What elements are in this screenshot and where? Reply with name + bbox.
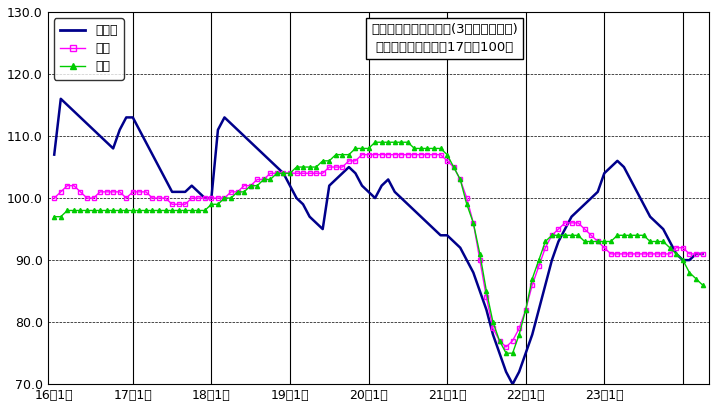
Text: 鉱工業生産指数の推移(3ヶ月移動平均)
（季節調整済、平成17年＝100）: 鉱工業生産指数の推移(3ヶ月移動平均) （季節調整済、平成17年＝100） bbox=[371, 23, 518, 54]
Legend: 鳥取県, 中国, 全国: 鳥取県, 中国, 全国 bbox=[54, 18, 124, 80]
